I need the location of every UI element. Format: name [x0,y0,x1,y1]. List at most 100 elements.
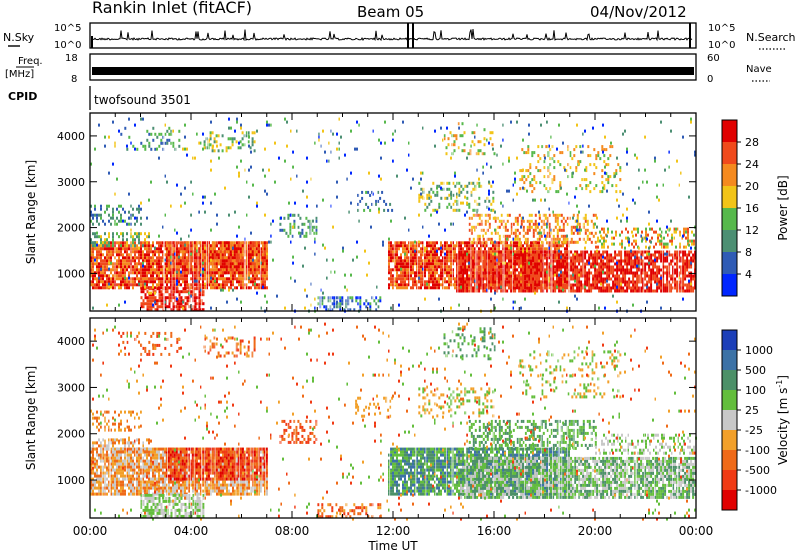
echo-cell [510,259,513,263]
echo-cell [223,262,226,266]
echo-cell [186,299,189,303]
echo-cell [184,308,187,312]
echo-cell [654,280,657,284]
echo-cell [564,277,567,281]
echo-cell [516,216,519,220]
echo-cell [158,268,160,272]
echo-cell [394,268,396,272]
echo-cell [682,283,685,287]
echo-cell [648,277,651,281]
echo-cell [100,277,102,281]
echo-cell [592,277,595,281]
echo-cell [146,250,148,254]
echo-cell [436,283,438,287]
echo-cell [514,259,517,263]
echo-cell [664,259,667,263]
echo-cell [520,271,523,275]
echo-cell [402,250,404,254]
echo-cell [600,259,603,263]
echo-cell [526,283,528,287]
echo-cell [500,222,503,226]
echo-cell [261,250,264,254]
echo-cell [266,268,268,272]
echo-cell [588,259,591,263]
echo-cell [175,244,178,248]
echo-cell [189,265,192,269]
echo-cell [482,280,484,284]
echo-cell [596,277,599,281]
echo-cell [514,274,517,278]
echo-cell [138,271,140,275]
echo-cell [120,271,122,275]
echo-cell [602,280,605,284]
echo-cell [606,262,609,266]
echo-cell [102,274,104,278]
echo-cell [432,283,434,287]
echo-cell [460,241,462,245]
echo-cell [504,265,507,269]
echo-cell [472,280,474,284]
echo-cell [504,244,506,248]
echo-cell [158,259,160,263]
echo-cell [255,265,258,269]
echo-cell [233,265,236,269]
echo-cell [570,286,573,290]
echo-cell [213,244,216,248]
echo-cell [484,277,486,281]
echo-cell [120,259,122,263]
echo-cell [233,241,236,245]
echo-cell [654,277,657,281]
echo-cell [94,262,96,266]
echo-cell [650,289,653,293]
echo-cell [694,274,697,278]
echo-cell [232,280,234,284]
echo-cell [178,290,181,294]
echo-cell [171,244,174,248]
echo-cell [146,283,148,287]
echo-cell [385,202,388,206]
echo-cell [243,262,246,266]
echo-cell [126,259,128,263]
echo-cell [472,213,475,217]
echo-cell [148,271,150,275]
echo-cell [540,274,543,278]
echo-cell [554,268,557,272]
echo-cell [546,241,548,245]
echo-cell [430,244,432,248]
echo-cell [666,256,669,260]
echo-cell [184,274,186,278]
echo-cell [194,283,196,287]
echo-cell [530,280,532,284]
echo-cell [229,137,232,141]
echo-cell [500,271,503,275]
echo-cell [504,222,507,226]
echo-cell [171,253,174,257]
echo-cell [564,259,567,263]
echo-cell [472,265,475,269]
echo-cell [94,241,96,245]
echo-cell [504,240,507,244]
echo-cell [424,274,426,278]
echo-cell [215,265,218,269]
echo-cell [536,241,538,245]
echo-cell [106,283,108,287]
echo-cell [504,286,507,290]
echo-cell [222,286,224,290]
echo-cell [231,268,234,272]
echo-cell [498,268,501,272]
echo-cell [112,235,114,239]
echo-cell [562,259,565,263]
echo-cell [156,256,158,260]
echo-cell [458,280,461,284]
echo-cell [126,265,128,269]
echo-cell [522,219,525,223]
echo-cell [510,225,513,229]
echo-cell [538,283,540,287]
echo-cell [552,289,555,293]
echo-cell [184,280,186,284]
echo-cell [108,247,110,251]
echo-cell [162,253,164,257]
echo-cell [214,271,216,275]
echo-cell [208,280,210,284]
echo-cell [412,247,414,251]
